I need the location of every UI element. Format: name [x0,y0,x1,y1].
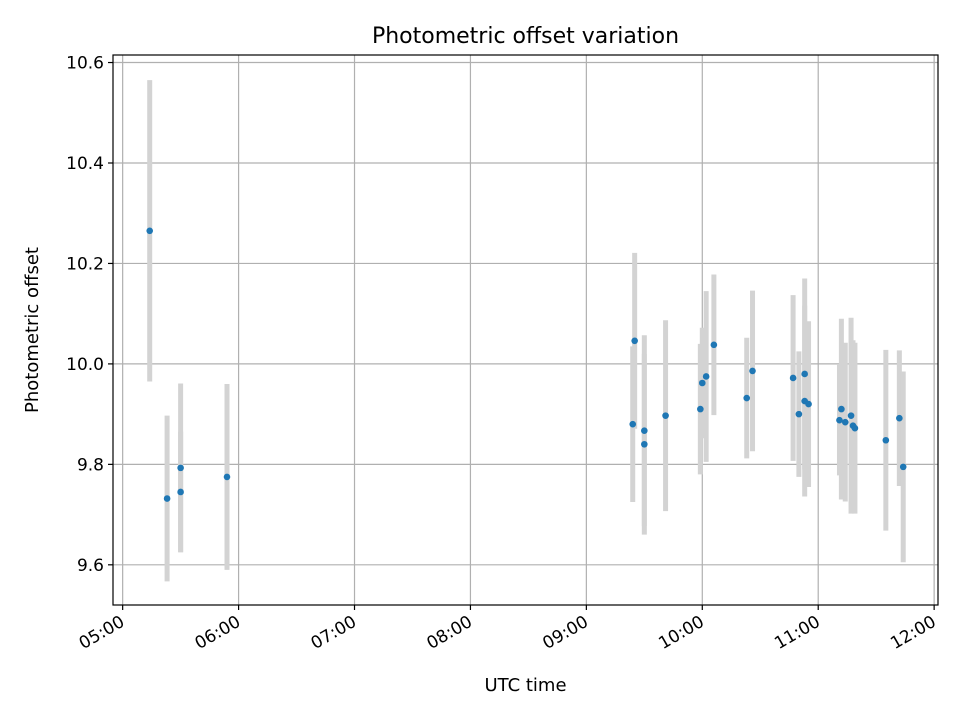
data-point [882,436,890,444]
data-point [795,410,803,418]
data-point [743,394,751,402]
data-point [146,227,154,235]
data-point [789,374,797,382]
y-axis-label: Photometric offset [22,247,43,413]
y-tick-label: 10.0 [66,355,104,375]
data-point [177,488,184,496]
data-point [629,420,637,428]
data-point [805,400,812,408]
y-tick-label: 10.6 [66,54,104,74]
data-point [631,337,638,345]
data-point [896,414,903,422]
data-point [177,464,184,472]
x-axis-label: UTC time [484,675,566,696]
data-points [146,227,907,502]
data-point [223,473,231,481]
data-point [641,427,648,435]
data-point [838,405,845,413]
data-point [847,412,855,419]
data-point [749,367,756,375]
y-tick-label: 10.4 [66,154,104,174]
y-tick-label: 10.2 [66,254,104,274]
y-tick-label: 9.8 [77,455,104,475]
data-point [710,341,718,349]
y-tick-label: 9.6 [77,556,104,576]
data-point [662,412,669,419]
data-point [698,379,706,387]
data-point [851,424,859,432]
data-point [841,418,849,426]
data-point [163,495,171,502]
data-point [836,416,843,424]
chart-title: Photometric offset variation [372,24,679,49]
data-point [801,370,808,378]
data-point [702,373,710,380]
data-point [697,405,704,413]
plot-area-frame [112,54,939,606]
data-point [641,440,648,448]
data-point [899,463,907,471]
